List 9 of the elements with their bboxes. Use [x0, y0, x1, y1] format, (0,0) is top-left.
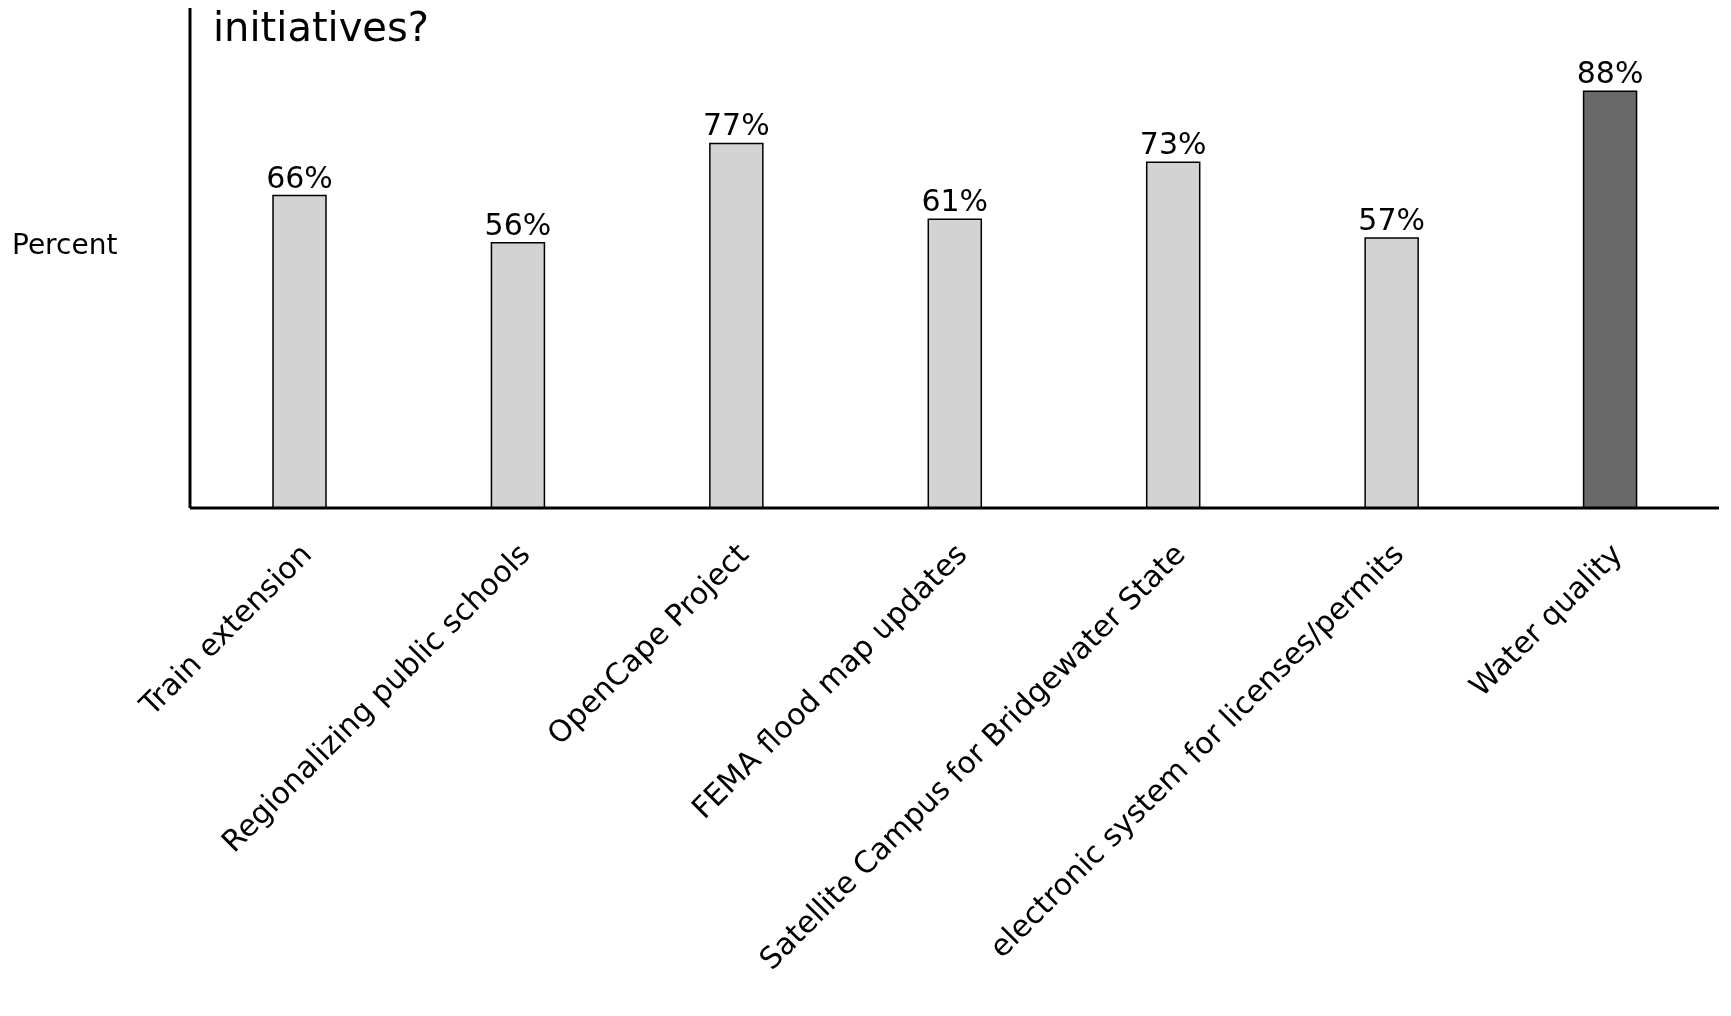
data-label: 88%	[1576, 55, 1644, 91]
data-label: 77%	[703, 107, 770, 143]
data-label: 56%	[484, 206, 552, 242]
y-axis-title: Percent	[12, 228, 118, 261]
data-label: 73%	[1139, 126, 1207, 162]
data-label: 61%	[921, 183, 989, 219]
data-label: 57%	[1358, 202, 1425, 238]
chart-title: initiatives?	[213, 4, 430, 50]
data-label: 66%	[266, 159, 333, 195]
